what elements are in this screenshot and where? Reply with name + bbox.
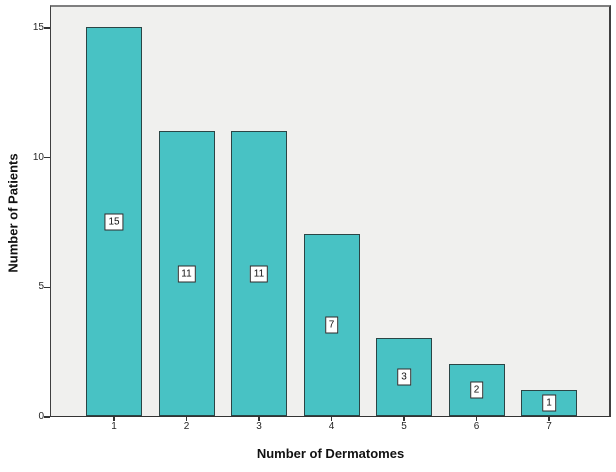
bar-category-6: 2 (448, 364, 505, 416)
x-tick-mark (113, 417, 115, 421)
x-tick-label: 5 (401, 421, 407, 432)
x-tick-mark (185, 417, 188, 421)
bar-value-label: 7 (324, 316, 339, 334)
x-tick-label: 7 (546, 421, 552, 432)
y-tick-label: 0 (38, 411, 44, 422)
x-tick-mark (330, 417, 333, 421)
x-tick-mark (548, 417, 550, 421)
y-tick-label: 15 (32, 22, 44, 33)
bar-value-label: 3 (397, 368, 411, 386)
y-tick-label: 5 (38, 281, 44, 293)
bar-category-3: 11 (231, 131, 287, 416)
bar-value-label: 1 (542, 394, 556, 412)
bar-category-7: 1 (521, 390, 577, 416)
bar-category-1: 15 (86, 27, 142, 416)
bar-value-label: 15 (104, 213, 124, 230)
bar-category-5: 3 (376, 338, 432, 416)
x-tick-label: 2 (183, 421, 190, 432)
x-tick-label: 6 (473, 421, 480, 432)
x-tick-label: 3 (256, 421, 262, 432)
bar-category-4: 7 (303, 234, 360, 416)
x-tick-mark (403, 417, 405, 421)
x-tick-mark (475, 417, 478, 421)
bar-value-label: 11 (249, 265, 269, 282)
bar-value-label: 2 (469, 381, 484, 399)
y-tick-label: 10 (32, 151, 44, 163)
y-tick-mark (44, 416, 50, 418)
x-tick-label: 4 (328, 421, 335, 432)
y-tick-mark (44, 27, 50, 29)
x-tick-label: 1 (111, 421, 117, 432)
bar-category-2: 11 (158, 131, 215, 416)
y-tick-mark (44, 286, 50, 289)
y-axis-title: Number of Patients (5, 153, 21, 273)
x-axis-title: Number of Dermatomes (256, 446, 405, 461)
x-tick-mark (258, 417, 260, 421)
plot-area: 15 11 11 7 3 2 1 (50, 5, 611, 417)
bar-value-label: 11 (177, 265, 196, 282)
y-tick-mark (44, 156, 50, 159)
